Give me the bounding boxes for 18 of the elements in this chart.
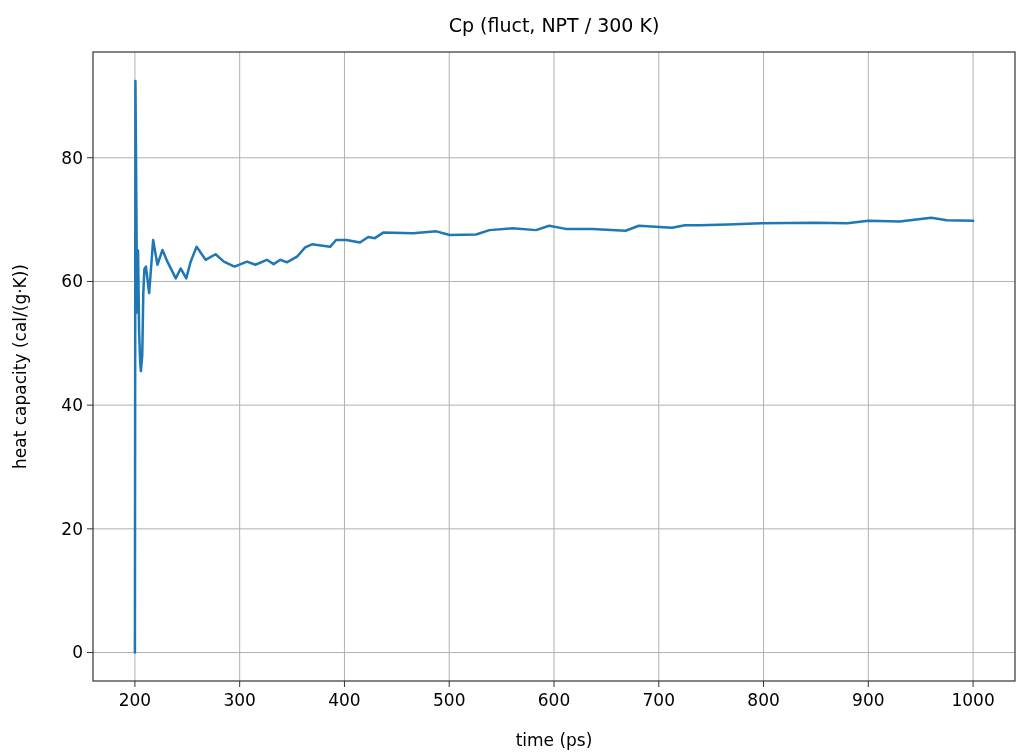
x-tick-label: 500 <box>433 690 466 710</box>
x-tick-label: 800 <box>747 690 780 710</box>
y-tick-label: 40 <box>61 395 83 416</box>
y-tick-label: 20 <box>61 518 83 539</box>
x-axis-title: time (ps) <box>515 730 593 750</box>
y-tick-label: 80 <box>61 147 83 168</box>
y-tick-label: 0 <box>72 642 83 663</box>
x-tick-label: 900 <box>852 690 885 710</box>
y-tick-label: 60 <box>61 271 83 292</box>
y-axis-title: heat capacity (cal/(g·K)) <box>10 264 30 469</box>
line-series <box>133 79 975 654</box>
x-tick-label: 400 <box>328 690 361 710</box>
x-tick-label: 1000 <box>951 690 995 710</box>
x-tick-label: 600 <box>537 690 571 710</box>
x-tick-label: 700 <box>642 690 675 710</box>
x-tick-label: 300 <box>223 690 256 710</box>
x-tick-label: 200 <box>118 690 152 710</box>
chart-title: Cp (fluct, NPT / 300 K) <box>448 14 660 36</box>
